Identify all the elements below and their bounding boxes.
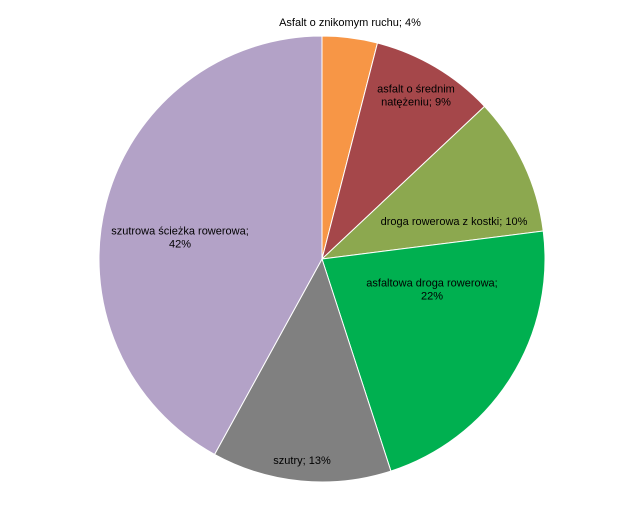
- data-label-4-line-1: asfaltowa droga rowerowa;: [366, 277, 497, 289]
- data-label-2-line-2: natężeniu; 9%: [381, 96, 451, 108]
- data-label-6-line-2: 42%: [169, 238, 191, 250]
- slices-layer: [98, 35, 546, 483]
- data-label-6-line-1: szutrowa ścieżka rowerowa;: [111, 225, 249, 237]
- pie-slice-5: [213, 257, 392, 483]
- pie-slice-2: [321, 42, 486, 261]
- data-label-4-line-2: 22%: [421, 290, 443, 302]
- data-label-3-line-1: droga rowerowa z kostki; 10%: [381, 216, 528, 228]
- data-label-5-line-1: szutry; 13%: [273, 455, 331, 467]
- data-label-1-line-1: Asfalt o znikomym ruchu; 4%: [279, 17, 421, 29]
- pie-slice-4: [321, 230, 546, 472]
- pie-slice-3: [320, 105, 544, 260]
- pie-slice-6: [98, 35, 323, 456]
- data-label-2-line-1: asfalt o średnim: [377, 83, 455, 95]
- labels-layer: Asfalt o znikomym ruchu; 4% asfalt o śred…: [111, 17, 527, 467]
